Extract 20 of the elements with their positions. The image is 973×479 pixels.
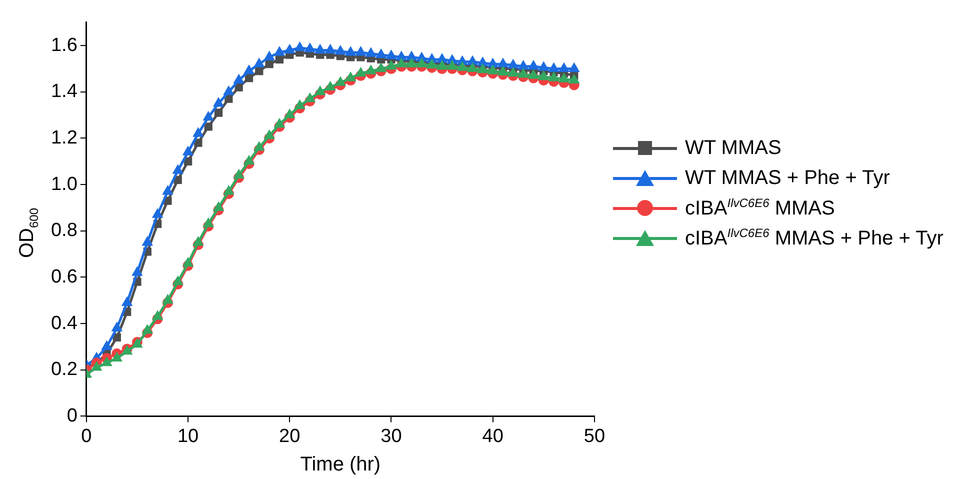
x-tick-label: 50 — [584, 426, 606, 447]
y-tick-label: 0 — [66, 405, 78, 426]
y-tick-label: 0.6 — [50, 266, 78, 288]
y-tick-label: 1.2 — [50, 127, 78, 148]
x-tick-label: 30 — [380, 426, 402, 447]
legend-label: cIBA$^{IlvC6E6}$ MMAS — [685, 196, 835, 220]
x-tick-label: 20 — [279, 426, 300, 447]
legend-label: cIBA$^{IlvC6E6}$ MMAS + Phe + Tyr — [685, 226, 944, 250]
x-tick-label: 0 — [81, 426, 92, 447]
y-tick-label: 0.2 — [50, 359, 78, 380]
x-tick-label: 10 — [177, 426, 199, 447]
x-axis-title: Time (hr) — [300, 454, 381, 476]
y-tick-label: 1.6 — [50, 34, 78, 56]
y-tick-label: 1.0 — [50, 174, 78, 195]
x-tick-label: 40 — [482, 426, 504, 447]
y-tick-label: 0.4 — [50, 312, 78, 334]
y-tick-label: 1.4 — [50, 81, 78, 102]
legend-label: WT MMAS + Phe + Tyr — [685, 166, 890, 190]
y-tick-label: 0.8 — [50, 220, 78, 242]
legend-label: WT MMAS — [685, 136, 782, 160]
